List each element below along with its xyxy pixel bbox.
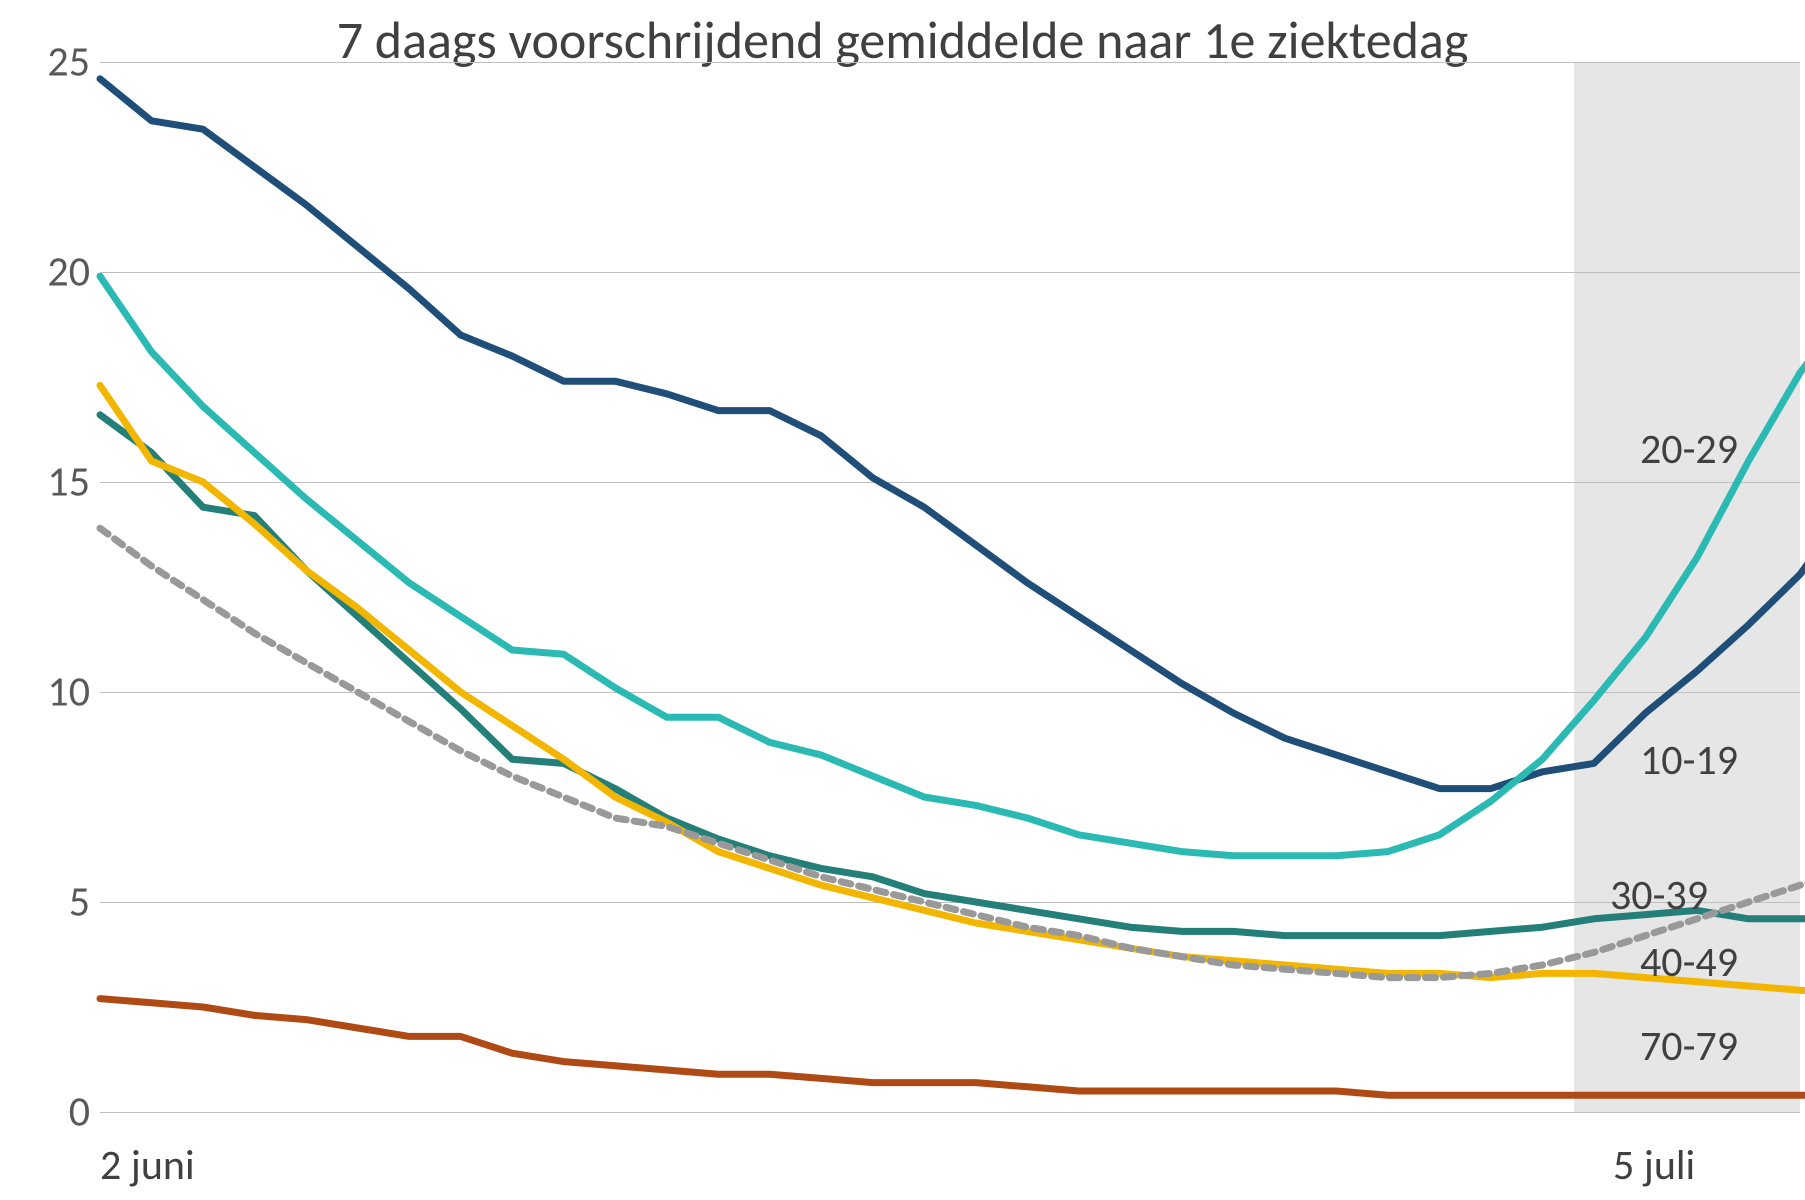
y-tick-label: 5 bbox=[69, 877, 90, 928]
x-axis-end-label: 5 juli bbox=[1613, 1140, 1695, 1191]
series-label-10-19: 10-19 bbox=[1640, 735, 1738, 786]
y-tick-label: 25 bbox=[47, 37, 90, 88]
y-tick-label: 15 bbox=[47, 457, 90, 508]
x-axis-start-label: 2 juni bbox=[100, 1140, 195, 1191]
gridline bbox=[100, 1112, 1800, 1113]
series-line-10-19 bbox=[100, 79, 1805, 789]
y-tick-label: 0 bbox=[69, 1087, 90, 1138]
chart-container: 7 daags voorschrijdend gemiddelde naar 1… bbox=[0, 0, 1805, 1200]
series-label-30-39: 30-39 bbox=[1610, 870, 1708, 921]
series-label-70-79: 70-79 bbox=[1640, 1021, 1738, 1072]
line-series-svg bbox=[100, 62, 1800, 1112]
y-tick-label: 20 bbox=[47, 247, 90, 298]
series-label-40-49: 40-49 bbox=[1640, 937, 1738, 988]
y-tick-label: 10 bbox=[47, 667, 90, 718]
series-line-30-39 bbox=[100, 415, 1805, 936]
series-line-70-79 bbox=[100, 999, 1805, 1096]
series-label-20-29: 20-29 bbox=[1640, 424, 1738, 475]
